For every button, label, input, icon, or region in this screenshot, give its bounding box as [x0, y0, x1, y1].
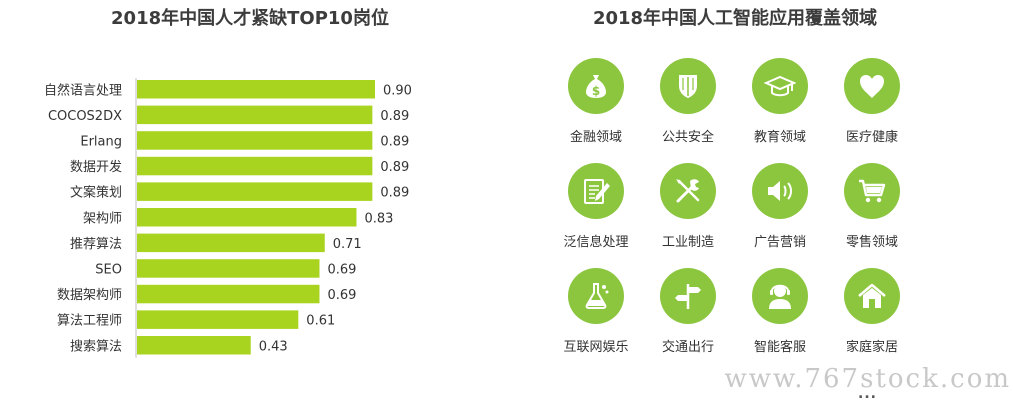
value-label: 0.89 — [380, 160, 409, 175]
value-label: 0.90 — [383, 83, 412, 98]
category-label: 自然语言处理 — [44, 82, 122, 98]
application-label: 家庭家居 — [846, 336, 898, 355]
application-item: 互联网娱乐 — [550, 268, 642, 373]
value-label: 0.83 — [364, 211, 393, 226]
application-label: 教育领域 — [754, 126, 806, 145]
bar — [137, 208, 356, 227]
category-label: 数据架构师 — [57, 288, 122, 303]
bar — [137, 259, 319, 278]
shield-icon — [660, 58, 716, 114]
application-label: 公共安全 — [662, 126, 714, 145]
category-label: 文案策划 — [70, 185, 122, 201]
bar — [137, 80, 375, 99]
value-label: 0.43 — [259, 339, 288, 354]
bar — [137, 131, 372, 150]
application-label: 互联网娱乐 — [563, 336, 628, 355]
value-label: 0.71 — [333, 237, 362, 252]
money-bag-icon: $ — [568, 58, 624, 114]
value-label: 0.89 — [380, 134, 409, 149]
value-label: 0.69 — [327, 262, 356, 277]
shopping-cart-icon — [844, 163, 900, 219]
bar — [137, 157, 372, 176]
graduation-cap-icon — [752, 58, 808, 114]
speaker-icon — [752, 163, 808, 219]
application-label: 零售领域 — [846, 231, 898, 250]
flask-icon — [568, 268, 624, 324]
house-icon — [844, 268, 900, 324]
more-indicator: ... — [858, 386, 877, 402]
category-label: 数据开发 — [70, 159, 122, 175]
application-item: 零售领域 — [826, 163, 918, 268]
application-item: 泛信息处理 — [550, 163, 642, 268]
category-label: 架构师 — [83, 211, 122, 226]
bar — [137, 336, 251, 355]
svg-text:$: $ — [592, 84, 600, 98]
application-item: 公共安全 — [642, 58, 734, 163]
heart-icon — [844, 58, 900, 114]
application-item: 智能客服 — [734, 268, 826, 373]
bar-chart: 自然语言处理 0.90 COCOS2DX 0.89 Erlang 0.89 数据开发 0.89… — [0, 0, 460, 370]
category-label: 算法工程师 — [57, 314, 122, 329]
application-label: 金融领域 — [570, 126, 622, 145]
application-item: $ 金融领域 — [550, 58, 642, 163]
application-label: 泛信息处理 — [563, 231, 628, 250]
application-label: 交通出行 — [662, 336, 714, 355]
bar — [137, 234, 325, 253]
category-label: Erlang — [80, 134, 122, 149]
application-label: 智能客服 — [754, 336, 806, 355]
application-item: 交通出行 — [642, 268, 734, 373]
value-label: 0.89 — [380, 186, 409, 201]
value-label: 0.89 — [380, 109, 409, 124]
category-label: 推荐算法 — [70, 237, 122, 252]
value-label: 0.69 — [327, 288, 356, 303]
application-item: 教育领域 — [734, 58, 826, 163]
applications-title: 2018年中国人工智能应用覆盖领域 — [565, 4, 905, 30]
bar — [137, 285, 319, 304]
application-item: 广告营销 — [734, 163, 826, 268]
category-label: 搜索算法 — [70, 339, 122, 354]
application-item: 工业制造 — [642, 163, 734, 268]
value-label: 0.61 — [306, 314, 335, 329]
application-grid: $ 金融领域 公共安全 教育领域 医疗健康泛信息处理 工业制造 广告营销 零售领域互联网娱乐 交… — [550, 58, 920, 373]
signpost-icon — [660, 268, 716, 324]
application-label: 广告营销 — [754, 231, 806, 250]
application-label: 工业制造 — [662, 231, 714, 250]
application-item: 家庭家居 — [826, 268, 918, 373]
document-pen-icon — [568, 163, 624, 219]
tools-icon — [660, 163, 716, 219]
bar — [137, 310, 298, 329]
application-item: 医疗健康 — [826, 58, 918, 163]
bar — [137, 182, 372, 201]
category-label: SEO — [95, 262, 122, 277]
bar — [137, 106, 372, 125]
category-label: COCOS2DX — [48, 109, 122, 124]
customer-service-icon — [752, 268, 808, 324]
application-label: 医疗健康 — [846, 126, 898, 145]
